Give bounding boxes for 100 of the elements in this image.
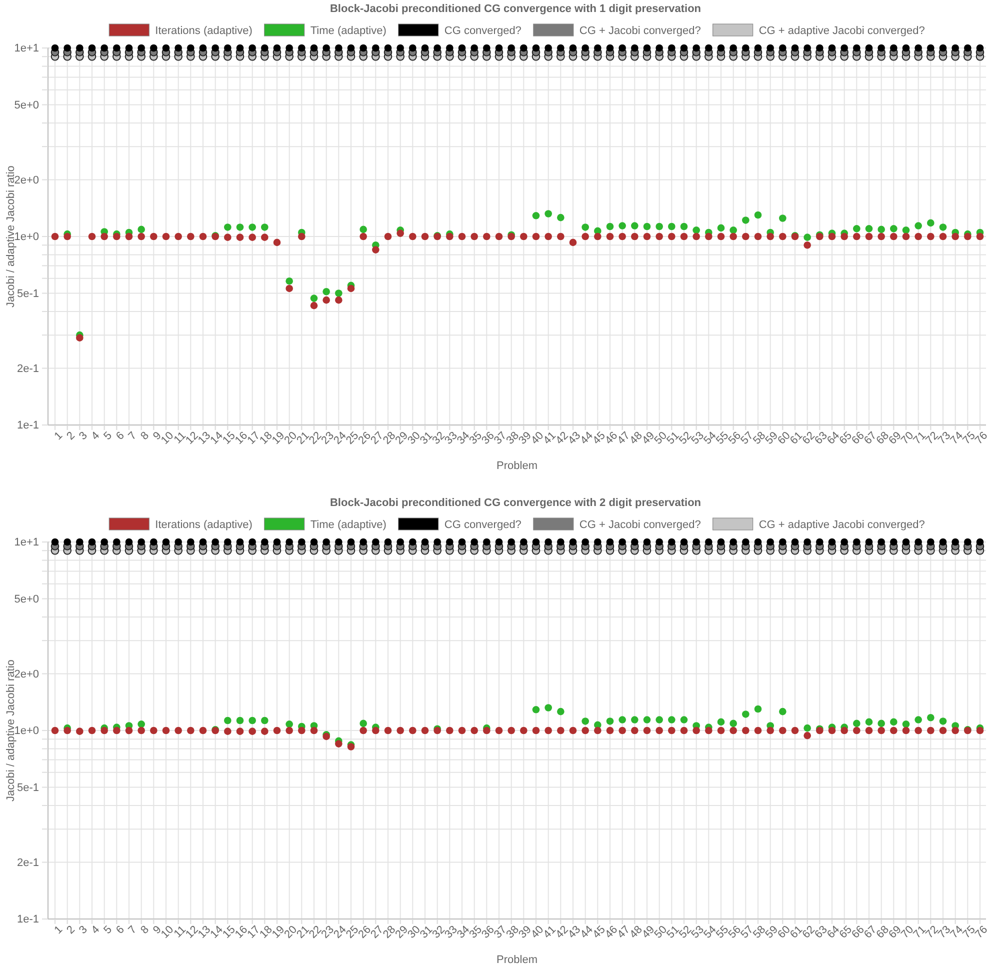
point — [544, 210, 552, 218]
point — [939, 224, 947, 231]
point — [322, 288, 330, 296]
y-tick-label: 1e+1 — [14, 42, 39, 55]
y-tick-label: 2e+0 — [14, 174, 39, 186]
point — [631, 222, 638, 230]
point — [680, 222, 688, 230]
point — [902, 720, 910, 728]
point — [717, 224, 725, 232]
x-tick-label: 2 — [64, 924, 78, 937]
point — [804, 724, 811, 732]
point — [865, 718, 873, 726]
legend-label: CG converged? — [444, 25, 522, 37]
point — [310, 294, 318, 302]
y-tick-label: 1e+0 — [14, 231, 39, 244]
point — [890, 225, 898, 232]
legend-label: Time (adaptive) — [310, 25, 386, 37]
point — [804, 234, 811, 241]
point — [680, 716, 688, 724]
point — [286, 277, 293, 285]
point — [248, 224, 256, 231]
legend-label: Iterations (adaptive) — [155, 25, 252, 37]
x-tick-label: 8 — [138, 924, 152, 937]
point — [557, 214, 564, 222]
point — [730, 720, 737, 728]
x-tick-label: 48 — [628, 924, 645, 941]
legend-label: CG converged? — [444, 519, 522, 531]
x-tick-label: 8 — [138, 430, 152, 443]
x-tick-label: 7 — [126, 924, 140, 937]
x-tick-label: 6 — [114, 430, 127, 443]
point — [692, 226, 700, 234]
chart-title: Block-Jacobi preconditioned CG convergence with 2 digit preservation — [330, 497, 702, 509]
point — [878, 720, 885, 728]
y-tick-label: 5e-1 — [16, 782, 39, 794]
point — [754, 211, 762, 219]
point — [914, 716, 922, 724]
point — [618, 716, 626, 724]
x-tick-label: 3 — [76, 924, 90, 937]
point — [532, 212, 540, 220]
legend-label: CG + adaptive Jacobi converged? — [758, 519, 925, 531]
point — [582, 224, 589, 231]
point — [779, 708, 786, 716]
legend-label: CG + adaptive Jacobi converged? — [758, 25, 925, 37]
x-tick-label: 5 — [102, 924, 114, 937]
point — [890, 718, 898, 726]
point — [902, 226, 910, 234]
point — [360, 226, 367, 234]
point — [668, 222, 676, 230]
point — [643, 222, 651, 230]
y-tick-label: 1e+1 — [14, 536, 39, 549]
point — [668, 716, 676, 724]
y-tick-label: 2e+0 — [14, 668, 39, 680]
point — [286, 720, 293, 728]
point — [754, 705, 762, 713]
y-tick-label: 1e-1 — [16, 914, 39, 926]
point — [606, 718, 614, 725]
point — [927, 219, 934, 227]
x-tick-label: 1 — [52, 430, 66, 443]
point — [360, 720, 367, 728]
point — [730, 226, 737, 234]
x-tick-label: 2 — [64, 430, 78, 443]
x-axis-title: Problem — [496, 460, 538, 472]
point — [335, 290, 342, 297]
point — [631, 716, 638, 724]
point — [656, 222, 663, 230]
y-tick-label: 1e+0 — [14, 725, 39, 738]
y-tick-label: 2e-1 — [16, 362, 39, 375]
point — [853, 720, 860, 728]
point — [532, 706, 540, 714]
legend-label: CG + Jacobi converged? — [579, 25, 701, 37]
y-tick-label: 5e+0 — [14, 99, 39, 112]
x-tick-label: 45 — [590, 924, 608, 941]
point — [927, 714, 934, 722]
point — [236, 716, 244, 724]
point — [261, 716, 268, 724]
point — [853, 225, 860, 232]
y-tick-label: 1e-1 — [16, 420, 39, 432]
x-tick-label: 4 — [89, 430, 102, 443]
point — [224, 716, 232, 724]
point — [606, 222, 614, 230]
point — [557, 708, 564, 716]
point — [248, 716, 256, 724]
x-tick-label: 4 — [89, 924, 102, 937]
legend-label: CG + Jacobi converged? — [579, 519, 701, 531]
point — [939, 718, 947, 725]
x-tick-label: 48 — [628, 430, 645, 447]
x-tick-label: 7 — [126, 430, 140, 443]
point — [656, 716, 663, 724]
point — [224, 224, 232, 231]
legend-label: Iterations (adaptive) — [155, 519, 252, 531]
x-tick-label: 3 — [76, 430, 90, 443]
point — [742, 710, 750, 718]
point — [878, 226, 885, 234]
point — [643, 716, 651, 724]
y-tick-label: 2e-1 — [16, 856, 39, 869]
y-tick-label: 5e-1 — [16, 288, 39, 300]
legend-label: Time (adaptive) — [310, 519, 386, 531]
x-tick-label: 6 — [114, 924, 127, 937]
point — [779, 214, 786, 222]
x-tick-label: 1 — [52, 924, 66, 937]
